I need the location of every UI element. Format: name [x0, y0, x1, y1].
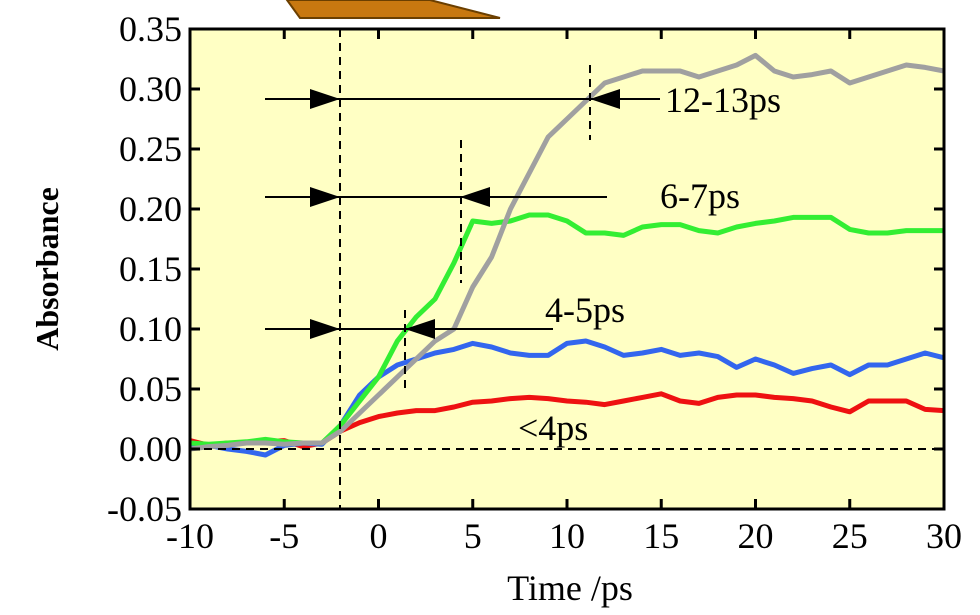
x-tick-label: 15: [643, 516, 679, 556]
callout: [285, 0, 501, 19]
x-tick-label: 30: [926, 516, 962, 556]
x-axis-label: Time /ps: [507, 568, 633, 608]
y-tick-label: 0.10: [119, 309, 182, 349]
y-tick-label: 0.30: [119, 69, 182, 109]
x-tick-label: -5: [269, 516, 299, 556]
data-line: [189, 52, 945, 452]
plot-background: [190, 29, 944, 509]
x-tick-label: -10: [166, 516, 214, 556]
arrows: [265, 89, 660, 339]
x-tick-label: 10: [549, 516, 585, 556]
y-axis-label: Absorbance: [29, 187, 65, 351]
annotation: 6-7ps: [660, 176, 740, 216]
y-tick-label: 0.05: [119, 369, 182, 409]
annotation: 4-5ps: [545, 290, 625, 330]
y-tick-label: 0.25: [119, 129, 182, 169]
y-tick-label: 0.00: [119, 429, 182, 469]
x-tick-label: 20: [738, 516, 774, 556]
annotation: 12-13ps: [665, 80, 781, 120]
x-tick-label: 0: [370, 516, 388, 556]
x-tick-label: 5: [464, 516, 482, 556]
y-tick-label: 0.15: [119, 249, 182, 289]
y-tick-label: -0.05: [107, 489, 182, 529]
y-tick-label: 0.35: [119, 9, 182, 49]
annotation: <4ps: [518, 408, 588, 448]
y-tick-label: 0.20: [119, 189, 182, 229]
x-tick-label: 25: [832, 516, 868, 556]
